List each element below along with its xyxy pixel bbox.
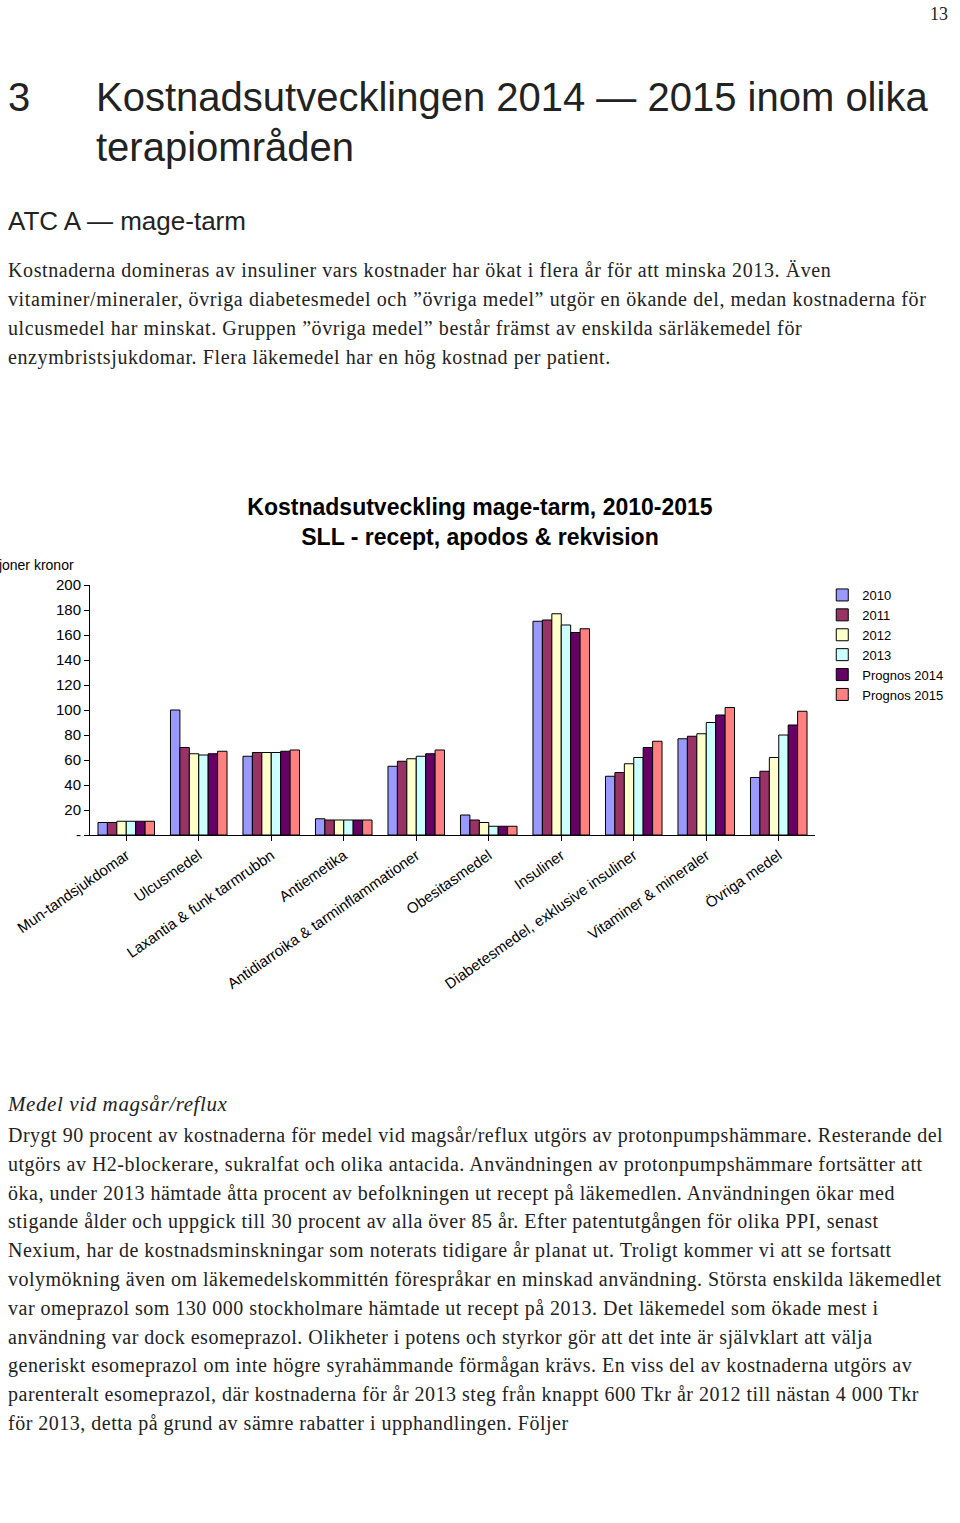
svg-text:120: 120: [56, 676, 81, 693]
svg-text:200: 200: [56, 576, 81, 593]
svg-text:Miljoner kronor: Miljoner kronor: [0, 557, 74, 573]
svg-text:80: 80: [64, 726, 81, 743]
html-text:Kostnadsutvecklingen 2014 — 20: Kostnadsutvecklingen 2014 — 2015 inom ol…: [96, 75, 928, 169]
html-text:Kostnaderna domineras av insul: Kostnaderna domineras av insuliner vars …: [8, 259, 927, 368]
svg-text:100: 100: [56, 701, 81, 718]
svg-text:Insuliner: Insuliner: [511, 846, 567, 892]
svg-text:Kostnadsutveckling mage-tarm,: Kostnadsutveckling mage-tarm, 2010-2015S…: [247, 494, 713, 550]
svg-text:Diabetesmedel, exklusive insul: Diabetesmedel, exklusive insuliner: [442, 846, 640, 992]
svg-text:Prognos 2014: Prognos 2014: [862, 668, 943, 683]
svg-text:Laxantia & funk tarmrubbn: Laxantia & funk tarmrubbn: [123, 846, 277, 961]
svg-text:160: 160: [56, 626, 81, 643]
svg-text:180: 180: [56, 601, 81, 618]
svg-text:2010: 2010: [862, 588, 891, 603]
html-text:ATC A — mage-tarm: ATC A — mage-tarm: [8, 206, 246, 236]
svg-text:Vitaminer & mineraler: Vitaminer & mineraler: [585, 846, 713, 942]
svg-text:Obesitasmedel: Obesitasmedel: [403, 846, 495, 917]
svg-text:-: -: [76, 826, 81, 843]
svg-text:140: 140: [56, 651, 81, 668]
svg-text:2013: 2013: [862, 648, 891, 663]
html-text:Medel vid magsår/reflux: Medel vid magsår/reflux: [8, 1092, 228, 1116]
svg-text:Prognos 2015: Prognos 2015: [862, 688, 943, 703]
html-text:Drygt 90 procent av kostnadern: Drygt 90 procent av kostnaderna för mede…: [8, 1124, 944, 1434]
svg-text:Antiemetika: Antiemetika: [276, 846, 350, 905]
svg-text:20: 20: [64, 801, 81, 818]
html-text:3: 3: [8, 75, 31, 119]
svg-text:Mun-tandsjukdomar: Mun-tandsjukdomar: [14, 846, 132, 936]
svg-text:2011: 2011: [862, 608, 890, 623]
svg-text:Ulcusmedel: Ulcusmedel: [131, 846, 205, 905]
svg-text:60: 60: [64, 751, 81, 768]
svg-text:40: 40: [64, 776, 81, 793]
svg-text:Antidiarroika & tarminflammati: Antidiarroika & tarminflammationer: [224, 846, 422, 992]
svg-text:Övriga medel: Övriga medel: [702, 846, 785, 911]
svg-text:2012: 2012: [862, 628, 891, 643]
html-text:13: 13: [930, 4, 948, 24]
